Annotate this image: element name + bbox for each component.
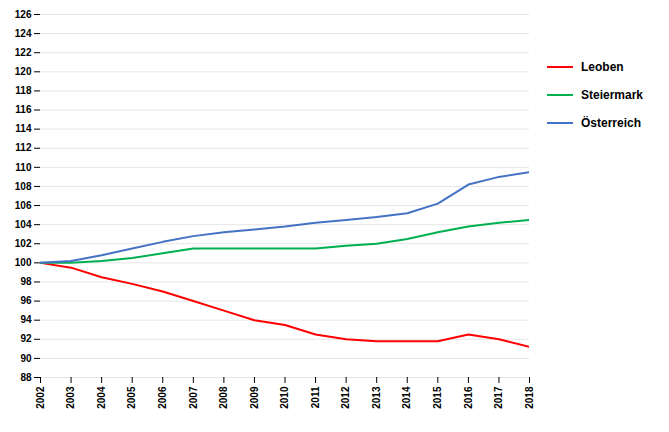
- svg-text:126: 126: [15, 9, 32, 20]
- svg-text:2011: 2011: [310, 386, 321, 408]
- svg-text:92: 92: [20, 333, 32, 344]
- svg-text:2004: 2004: [96, 386, 107, 409]
- svg-text:2009: 2009: [249, 386, 260, 409]
- svg-text:112: 112: [15, 142, 32, 153]
- svg-text:88: 88: [20, 372, 32, 383]
- svg-text:2013: 2013: [371, 386, 382, 409]
- svg-text:98: 98: [20, 276, 32, 287]
- svg-text:2008: 2008: [218, 386, 229, 409]
- svg-text:2007: 2007: [188, 386, 199, 409]
- svg-text:2017: 2017: [493, 386, 504, 409]
- svg-text:90: 90: [20, 353, 32, 364]
- html-text:Leoben: Leoben: [581, 60, 624, 74]
- svg-text:2010: 2010: [279, 386, 290, 409]
- svg-text:118: 118: [15, 85, 32, 96]
- svg-text:102: 102: [15, 238, 32, 249]
- svg-text:2016: 2016: [463, 386, 474, 409]
- svg-text:120: 120: [15, 66, 32, 77]
- svg-text:2003: 2003: [65, 386, 76, 409]
- svg-text:2012: 2012: [340, 386, 351, 409]
- svg-text:110: 110: [15, 162, 32, 173]
- html-text:Steiermark: Steiermark: [581, 88, 643, 102]
- svg-text:2002: 2002: [35, 386, 46, 409]
- svg-text:2005: 2005: [126, 386, 137, 409]
- svg-text:2015: 2015: [432, 386, 443, 409]
- svg-text:116: 116: [15, 104, 32, 115]
- svg-text:104: 104: [15, 219, 32, 230]
- svg-text:124: 124: [15, 28, 32, 39]
- svg-text:2018: 2018: [524, 386, 535, 409]
- html-text:Österreich: Österreich: [581, 116, 641, 130]
- svg-text:122: 122: [15, 47, 32, 58]
- svg-text:106: 106: [15, 200, 32, 211]
- svg-text:2006: 2006: [157, 386, 168, 409]
- svg-text:108: 108: [15, 181, 32, 192]
- svg-text:94: 94: [20, 314, 32, 325]
- svg-text:2014: 2014: [401, 386, 412, 409]
- svg-text:96: 96: [20, 295, 32, 306]
- svg-text:100: 100: [15, 257, 32, 268]
- svg-text:114: 114: [15, 123, 32, 134]
